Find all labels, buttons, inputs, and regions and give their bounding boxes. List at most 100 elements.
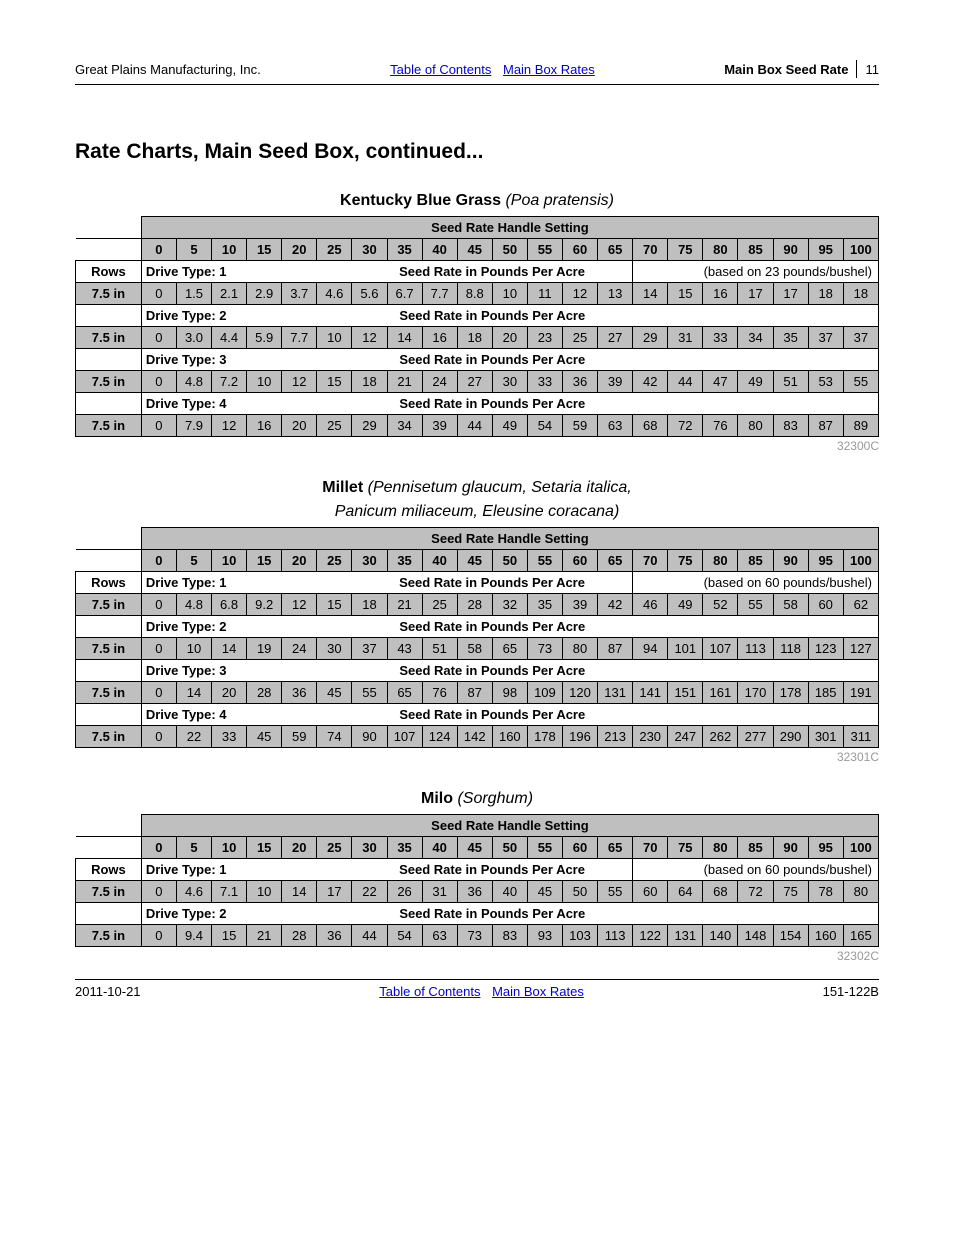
handle-col: 100 — [843, 550, 878, 572]
handle-col: 95 — [808, 239, 843, 261]
rate-value: 24 — [422, 371, 457, 393]
rate-units-label: Seed Rate in Pounds Per Acre — [352, 349, 633, 371]
rate-value: 16 — [703, 283, 738, 305]
handle-col: 10 — [212, 239, 247, 261]
rate-value: 141 — [633, 682, 668, 704]
rate-value: 131 — [668, 925, 703, 947]
drive-type-label: Drive Type: 1 — [141, 859, 352, 881]
handle-col: 5 — [176, 239, 211, 261]
rate-value: 55 — [843, 371, 878, 393]
footer-docid: 151-122B — [823, 984, 879, 999]
row-spacing: 7.5 in — [76, 415, 142, 437]
rate-value: 18 — [457, 327, 492, 349]
rows-label — [76, 903, 142, 925]
rate-value: 34 — [387, 415, 422, 437]
rate-value: 10 — [317, 327, 352, 349]
handle-col: 30 — [352, 837, 387, 859]
rate-value: 140 — [703, 925, 738, 947]
rate-value: 160 — [492, 726, 527, 748]
rate-value: 21 — [247, 925, 282, 947]
handle-col: 75 — [668, 239, 703, 261]
rate-value: 36 — [562, 371, 597, 393]
rows-label — [76, 349, 142, 371]
handle-col: 90 — [773, 837, 808, 859]
section-name: Main Box Seed Rate — [724, 62, 848, 77]
rate-value: 98 — [492, 682, 527, 704]
rate-value: 170 — [738, 682, 773, 704]
rate-units-label: Seed Rate in Pounds Per Acre — [352, 393, 633, 415]
rate-value: 34 — [738, 327, 773, 349]
rate-value: 178 — [773, 682, 808, 704]
rate-value: 26 — [387, 881, 422, 903]
handle-col: 70 — [633, 239, 668, 261]
rate-value: 31 — [668, 327, 703, 349]
rate-value: 10 — [492, 283, 527, 305]
footer-link-mbr[interactable]: Main Box Rates — [492, 984, 584, 999]
handle-col: 50 — [492, 239, 527, 261]
rate-value: 191 — [843, 682, 878, 704]
rate-value: 65 — [492, 638, 527, 660]
rate-value: 55 — [598, 881, 633, 903]
rate-value: 23 — [527, 327, 562, 349]
bushel-basis: (based on 23 pounds/bushel) — [633, 261, 879, 283]
footer-date: 2011-10-21 — [75, 984, 141, 999]
blank-cell — [633, 349, 879, 371]
drive-type-label: Drive Type: 1 — [141, 261, 352, 283]
handle-col: 80 — [703, 837, 738, 859]
rows-label — [76, 393, 142, 415]
rate-value: 44 — [457, 415, 492, 437]
rate-value: 45 — [247, 726, 282, 748]
rate-value: 148 — [738, 925, 773, 947]
rate-value: 0 — [141, 925, 176, 947]
handle-col: 15 — [247, 239, 282, 261]
handle-col: 55 — [527, 239, 562, 261]
rate-value: 154 — [773, 925, 808, 947]
rate-value: 7.9 — [176, 415, 211, 437]
blank-cell — [633, 903, 879, 925]
rate-value: 93 — [527, 925, 562, 947]
handle-col: 90 — [773, 550, 808, 572]
rate-value: 6.7 — [387, 283, 422, 305]
page-header: Great Plains Manufacturing, Inc. Table o… — [75, 60, 879, 82]
rate-value: 30 — [492, 371, 527, 393]
rate-value: 12 — [282, 371, 317, 393]
rate-value: 0 — [141, 594, 176, 616]
rate-value: 4.4 — [212, 327, 247, 349]
rate-value: 17 — [317, 881, 352, 903]
rate-value: 10 — [247, 881, 282, 903]
rate-value: 118 — [773, 638, 808, 660]
link-main-box-rates[interactable]: Main Box Rates — [503, 62, 595, 77]
rate-value: 21 — [387, 594, 422, 616]
handle-col: 65 — [598, 239, 633, 261]
handle-col: 20 — [282, 550, 317, 572]
rate-units-label: Seed Rate in Pounds Per Acre — [352, 903, 633, 925]
footer-link-toc[interactable]: Table of Contents — [379, 984, 480, 999]
handle-col: 35 — [387, 837, 422, 859]
rate-value: 0 — [141, 881, 176, 903]
crop-latin: (Pennisetum glaucum, Setaria italica, — [368, 479, 632, 496]
rows-label: Rows — [76, 859, 142, 881]
rate-value: 80 — [738, 415, 773, 437]
handle-col: 25 — [317, 837, 352, 859]
rate-value: 25 — [422, 594, 457, 616]
handle-col: 15 — [247, 550, 282, 572]
handle-col: 85 — [738, 239, 773, 261]
rate-value: 45 — [527, 881, 562, 903]
blank-cell — [633, 704, 879, 726]
rate-value: 33 — [703, 327, 738, 349]
rate-value: 36 — [282, 682, 317, 704]
handle-col: 60 — [562, 239, 597, 261]
rate-value: 18 — [352, 594, 387, 616]
rate-value: 311 — [843, 726, 878, 748]
rate-value: 0 — [141, 283, 176, 305]
rate-value: 59 — [282, 726, 317, 748]
table-code: 32302C — [75, 949, 879, 963]
rate-value: 5.9 — [247, 327, 282, 349]
rate-value: 290 — [773, 726, 808, 748]
row-spacing: 7.5 in — [76, 327, 142, 349]
link-toc[interactable]: Table of Contents — [390, 62, 491, 77]
rate-value: 30 — [317, 638, 352, 660]
rate-value: 12 — [562, 283, 597, 305]
handle-col: 95 — [808, 837, 843, 859]
crop-latin: (Sorghum) — [457, 790, 533, 807]
